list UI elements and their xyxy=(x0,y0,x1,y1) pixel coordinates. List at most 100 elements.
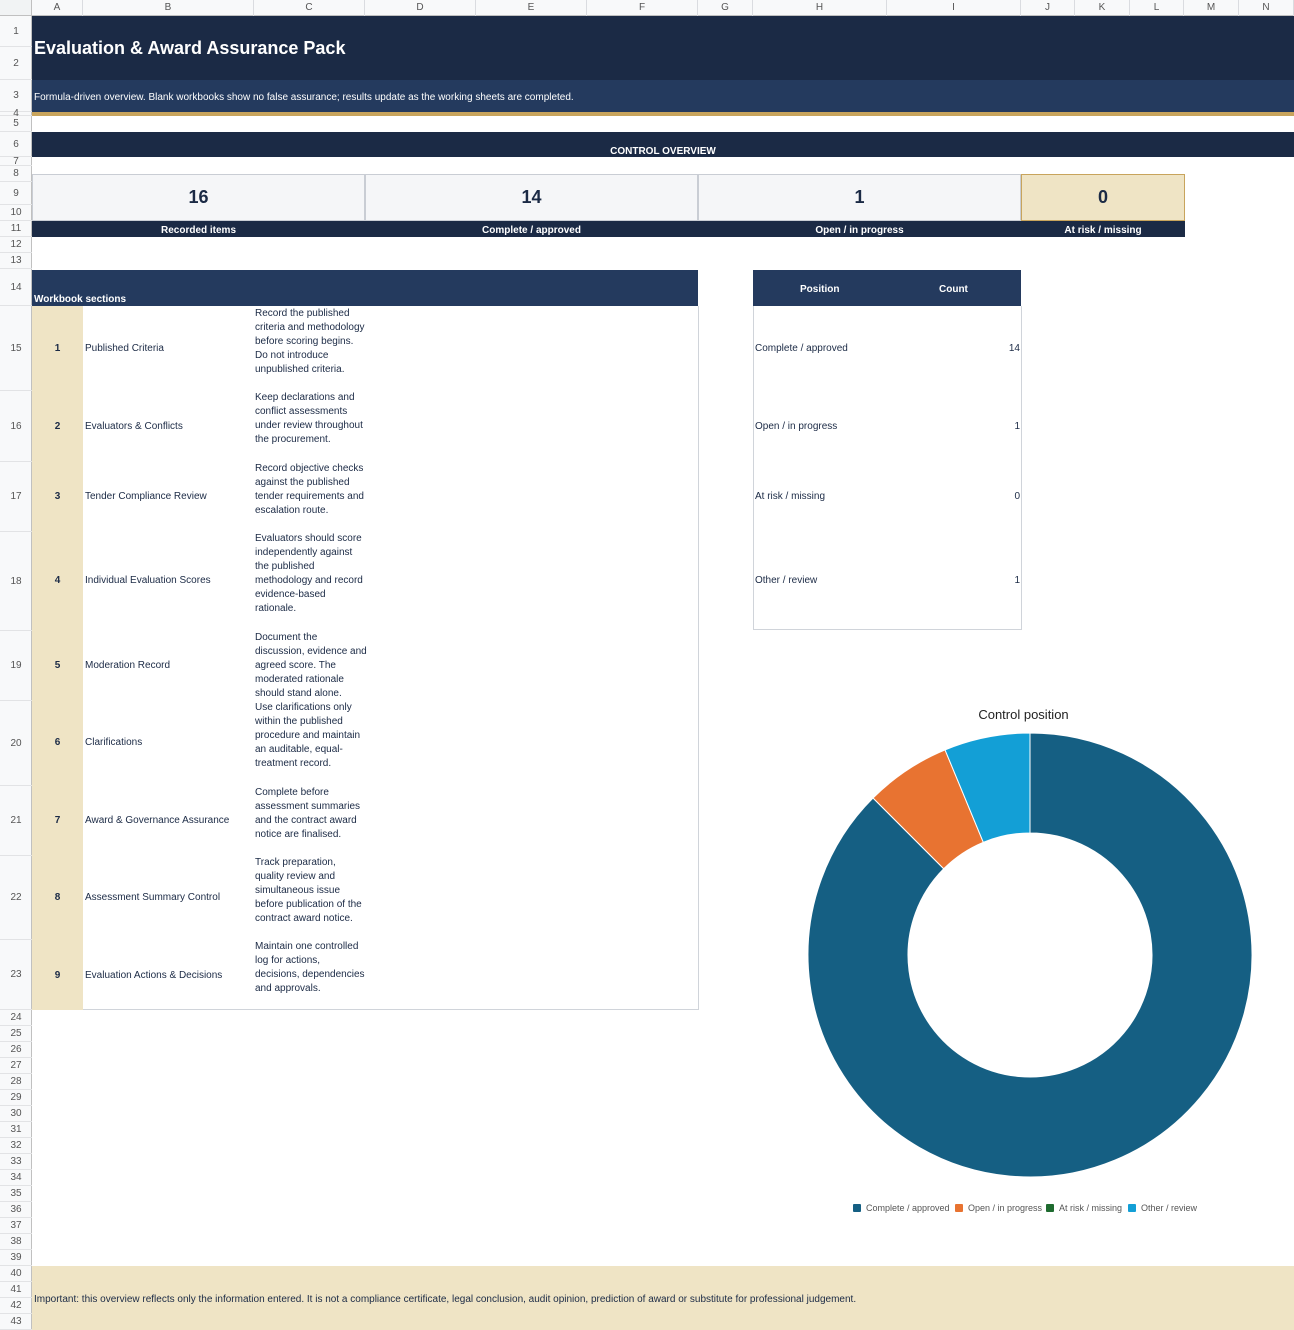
column-header-n[interactable]: N xyxy=(1239,0,1294,16)
kpi-recorded-items-label: Recorded items xyxy=(32,221,365,237)
kpi-open-value[interactable]: 1 xyxy=(698,174,1021,221)
row-header-36[interactable]: 36 xyxy=(0,1202,32,1218)
row-header-9[interactable]: 9 xyxy=(0,182,32,205)
row-header-7[interactable]: 7 xyxy=(0,156,32,167)
column-header-d[interactable]: D xyxy=(365,0,476,16)
row-header-1[interactable]: 1 xyxy=(0,16,32,47)
row-header-8[interactable]: 8 xyxy=(0,166,32,182)
row-header-40[interactable]: 40 xyxy=(0,1266,32,1282)
section-name[interactable]: Individual Evaluation Scores xyxy=(85,575,211,586)
subtitle-band xyxy=(32,80,1294,112)
row-header-25[interactable]: 25 xyxy=(0,1026,32,1042)
row-header-31[interactable]: 31 xyxy=(0,1122,32,1138)
overview-heading: CONTROL OVERVIEW xyxy=(610,146,716,157)
select-all-corner[interactable] xyxy=(0,0,32,16)
row-header-20[interactable]: 20 xyxy=(0,701,32,786)
row-header-16[interactable]: 16 xyxy=(0,391,32,462)
row-header-43[interactable]: 43 xyxy=(0,1314,32,1330)
row-header-34[interactable]: 34 xyxy=(0,1170,32,1186)
row-header-38[interactable]: 38 xyxy=(0,1234,32,1250)
row-header-26[interactable]: 26 xyxy=(0,1042,32,1058)
legend-item-at-risk[interactable]: At risk / missing xyxy=(1046,1203,1122,1213)
column-header-l[interactable]: L xyxy=(1130,0,1184,16)
section-name[interactable]: Award & Governance Assurance xyxy=(85,815,230,826)
column-header-k[interactable]: K xyxy=(1075,0,1130,16)
row-header-14[interactable]: 14 xyxy=(0,269,32,306)
position-count-at-risk[interactable]: 0 xyxy=(1014,491,1020,502)
row-header-37[interactable]: 37 xyxy=(0,1218,32,1234)
row-header-15[interactable]: 15 xyxy=(0,306,32,391)
row-header-33[interactable]: 33 xyxy=(0,1154,32,1170)
row-header-3[interactable]: 3 xyxy=(0,80,32,112)
row-header-24[interactable]: 24 xyxy=(0,1010,32,1026)
sections-header xyxy=(32,270,698,306)
section-name[interactable]: Published Criteria xyxy=(85,343,164,354)
section-name[interactable]: Tender Compliance Review xyxy=(85,491,207,502)
row-header-23[interactable]: 23 xyxy=(0,940,32,1010)
row-header-39[interactable]: 39 xyxy=(0,1250,32,1266)
position-count-other[interactable]: 1 xyxy=(1014,575,1020,586)
row-header-30[interactable]: 30 xyxy=(0,1106,32,1122)
row-header-29[interactable]: 29 xyxy=(0,1090,32,1106)
row-header-35[interactable]: 35 xyxy=(0,1186,32,1202)
row-header-28[interactable]: 28 xyxy=(0,1074,32,1090)
column-header-g[interactable]: G xyxy=(698,0,753,16)
column-header-j[interactable]: J xyxy=(1021,0,1075,16)
position-count-complete[interactable]: 14 xyxy=(1008,343,1020,354)
column-header-f[interactable]: F xyxy=(587,0,698,16)
section-number: 7 xyxy=(54,815,61,826)
section-name[interactable]: Assessment Summary Control xyxy=(85,892,221,903)
donut-slice-complete-approved[interactable] xyxy=(807,732,1253,1178)
section-number: 9 xyxy=(54,970,61,981)
section-description: Use clarifications only within the publi… xyxy=(255,702,361,770)
row-header-12[interactable]: 12 xyxy=(0,237,32,253)
row-header-19[interactable]: 19 xyxy=(0,631,32,701)
row-header-21[interactable]: 21 xyxy=(0,786,32,856)
sections-heading: Workbook sections xyxy=(34,294,127,305)
position-count-open[interactable]: 1 xyxy=(1014,421,1020,432)
section-number: 8 xyxy=(54,892,61,903)
column-header-e[interactable]: E xyxy=(476,0,587,16)
donut-chart[interactable] xyxy=(753,700,1294,1200)
row-header-27[interactable]: 27 xyxy=(0,1058,32,1074)
section-number: 1 xyxy=(54,343,61,354)
section-name[interactable]: Evaluators & Conflicts xyxy=(85,421,183,432)
row-header-42[interactable]: 42 xyxy=(0,1298,32,1314)
gold-divider xyxy=(32,112,1294,116)
kpi-at-risk-value[interactable]: 0 xyxy=(1021,174,1185,221)
section-description: Maintain one controlled log for actions,… xyxy=(255,941,365,995)
donut-slice-other-review[interactable] xyxy=(944,732,1031,843)
column-header-a[interactable]: A xyxy=(32,0,83,16)
row-header-17[interactable]: 17 xyxy=(0,462,32,532)
legend-item-other[interactable]: Other / review xyxy=(1128,1203,1197,1213)
title-band xyxy=(32,16,1294,80)
row-header-22[interactable]: 22 xyxy=(0,856,32,940)
row-header-41[interactable]: 41 xyxy=(0,1282,32,1298)
column-header-m[interactable]: M xyxy=(1184,0,1239,16)
column-header-b[interactable]: B xyxy=(83,0,254,16)
section-description: Evaluators should score independently ag… xyxy=(255,533,363,615)
row-header-10[interactable]: 10 xyxy=(0,205,32,221)
section-name[interactable]: Evaluation Actions & Decisions xyxy=(85,970,223,981)
row-header-13[interactable]: 13 xyxy=(0,253,32,269)
position-table xyxy=(753,306,1022,630)
column-header-h[interactable]: H xyxy=(753,0,887,16)
kpi-complete-value[interactable]: 14 xyxy=(365,174,698,221)
legend-item-complete[interactable]: Complete / approved xyxy=(853,1203,950,1213)
row-header-6[interactable]: 6 xyxy=(0,132,32,157)
legend-label: Open / in progress xyxy=(968,1203,1043,1213)
legend-item-open[interactable]: Open / in progress xyxy=(955,1203,1042,1213)
section-number: 3 xyxy=(54,491,61,502)
column-header-c[interactable]: C xyxy=(254,0,365,16)
row-header-32[interactable]: 32 xyxy=(0,1138,32,1154)
section-name[interactable]: Clarifications xyxy=(85,737,143,748)
row-header-5[interactable]: 5 xyxy=(0,116,32,132)
section-description: Document the discussion, evidence and ag… xyxy=(255,632,367,700)
row-header-4[interactable]: 4 xyxy=(0,108,32,119)
row-header-11[interactable]: 11 xyxy=(0,221,32,237)
section-name[interactable]: Moderation Record xyxy=(85,660,171,671)
row-header-2[interactable]: 2 xyxy=(0,47,32,80)
kpi-recorded-items-value[interactable]: 16 xyxy=(32,174,365,221)
column-header-i[interactable]: I xyxy=(887,0,1021,16)
row-header-18[interactable]: 18 xyxy=(0,532,32,631)
